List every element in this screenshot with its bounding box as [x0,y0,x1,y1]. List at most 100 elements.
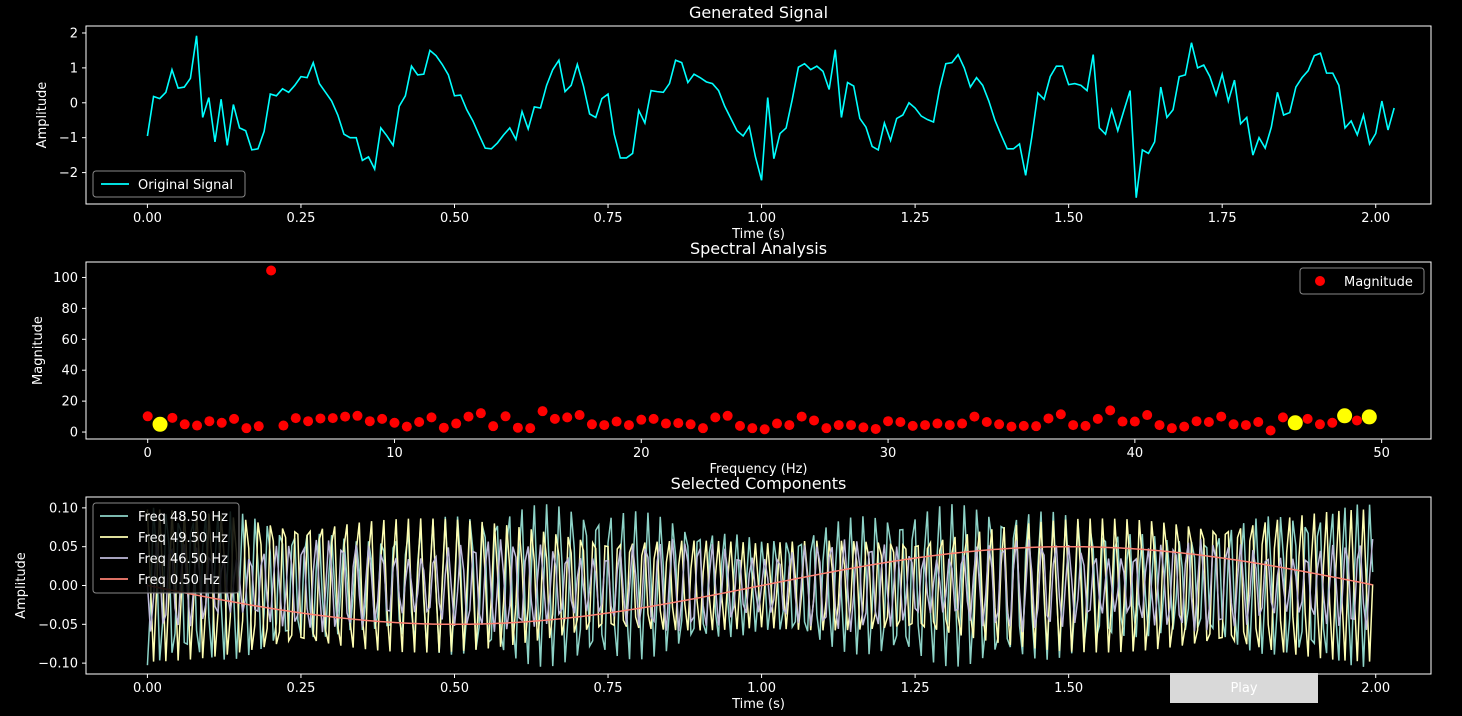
x-axis-label: Frequency (Hz) [709,462,807,477]
magnitude-point [241,423,252,434]
magnitude-point [747,423,758,434]
magnitude-point [253,421,264,432]
magnitude-point [352,410,363,421]
plot-title: Selected Components [671,474,847,493]
magnitude-point [969,411,980,422]
magnitude-point [981,417,992,427]
magnitude-point [994,419,1005,430]
magnitude-point [734,420,745,431]
magnitude-point [944,420,955,431]
magnitude-point [1018,420,1029,431]
legend-label: Magnitude [1344,275,1413,290]
magnitude-point [599,420,610,431]
magnitude-point [525,423,536,434]
legend-label: Freq 48.50 Hz [138,510,228,525]
y-tick-label: 0.10 [49,501,78,516]
x-tick-label: 1.25 [901,681,930,696]
magnitude-point [1327,417,1338,428]
x-tick-label: 0.75 [594,681,623,696]
magnitude-point [1031,421,1042,432]
x-tick-label: 0.75 [594,211,623,226]
magnitude-point [833,420,844,431]
magnitude-point [1302,413,1313,424]
magnitude-point [1265,425,1276,436]
selected-point [1337,408,1353,424]
component-line [147,545,1373,626]
magnitude-point [1080,420,1091,431]
y-tick-label: −0.05 [38,618,78,633]
legend-swatch [1315,276,1325,286]
magnitude-point [574,410,585,421]
magnitude-point [426,412,437,423]
x-tick-label: 1.00 [747,211,776,226]
selected-components-plot: 0.000.250.500.751.001.251.501.752.000.10… [14,474,1432,712]
magnitude-point [1228,419,1239,430]
magnitude-point [1092,413,1103,424]
magnitude-point [870,423,881,434]
y-tick-label: 0.00 [49,579,78,594]
legend-box [92,170,246,198]
x-tick-label: 1.50 [1054,211,1083,226]
x-tick-label: 0.25 [286,211,315,226]
y-tick-label: 40 [61,364,78,379]
magnitude-point [722,410,733,421]
x-tick-label: 0.00 [133,681,162,696]
x-tick-label: 20 [633,446,650,461]
selected-point [1287,415,1303,431]
x-tick-label: 2.00 [1361,681,1390,696]
magnitude-point [192,420,203,431]
magnitude-point [660,418,671,429]
magnitude-point [167,412,178,423]
magnitude-point [1314,419,1325,430]
magnitude-point [1055,409,1066,420]
y-tick-label: 60 [61,333,78,348]
x-tick-label: 0 [144,446,152,461]
magnitude-point [673,418,684,429]
magnitude-point [463,411,474,422]
legend-box [1299,267,1425,295]
y-axis-label: Amplitude [35,82,50,149]
magnitude-point [685,419,696,430]
plot-frame [85,25,1432,205]
magnitude-point [401,421,412,432]
magnitude-point [500,411,511,422]
magnitude-point [809,415,820,426]
magnitude-point [1203,417,1214,427]
y-tick-label: 0.05 [49,540,78,555]
magnitude-point [1191,416,1202,427]
x-tick-label: 40 [1127,446,1144,461]
magnitude-point [1117,416,1128,427]
magnitude-point [759,424,770,435]
magnitude-point [1253,417,1264,427]
magnitude-point [204,416,215,427]
magnitude-point [327,413,338,424]
magnitude-point [895,417,906,427]
x-axis-label: Time (s) [731,697,785,712]
magnitude-point [364,416,375,427]
magnitude-point [278,420,289,431]
y-tick-label: 0 [70,426,78,441]
magnitude-point [451,418,462,429]
x-tick-label: 0.50 [440,681,469,696]
x-tick-label: 0.25 [286,681,315,696]
magnitude-point [303,416,314,427]
magnitude-point [648,413,659,424]
x-tick-label: 10 [386,446,403,461]
play-button[interactable]: Play [1170,673,1318,703]
magnitude-point [1105,405,1116,416]
x-tick-label: 0.00 [133,211,162,226]
magnitude-point [216,417,227,428]
signal-line [146,35,1395,198]
magnitude-point [266,265,277,276]
x-tick-label: 1.50 [1054,681,1083,696]
y-tick-label: 2 [70,26,78,41]
magnitude-point [623,420,634,431]
magnitude-point [821,423,832,434]
y-tick-label: 80 [61,302,78,317]
magnitude-point [710,412,721,423]
y-tick-label: −2 [59,166,78,181]
legend-label: Freq 0.50 Hz [138,573,220,588]
y-tick-label: −1 [59,131,78,146]
legend-label: Original Signal [138,178,233,193]
x-tick-label: 50 [1373,446,1390,461]
